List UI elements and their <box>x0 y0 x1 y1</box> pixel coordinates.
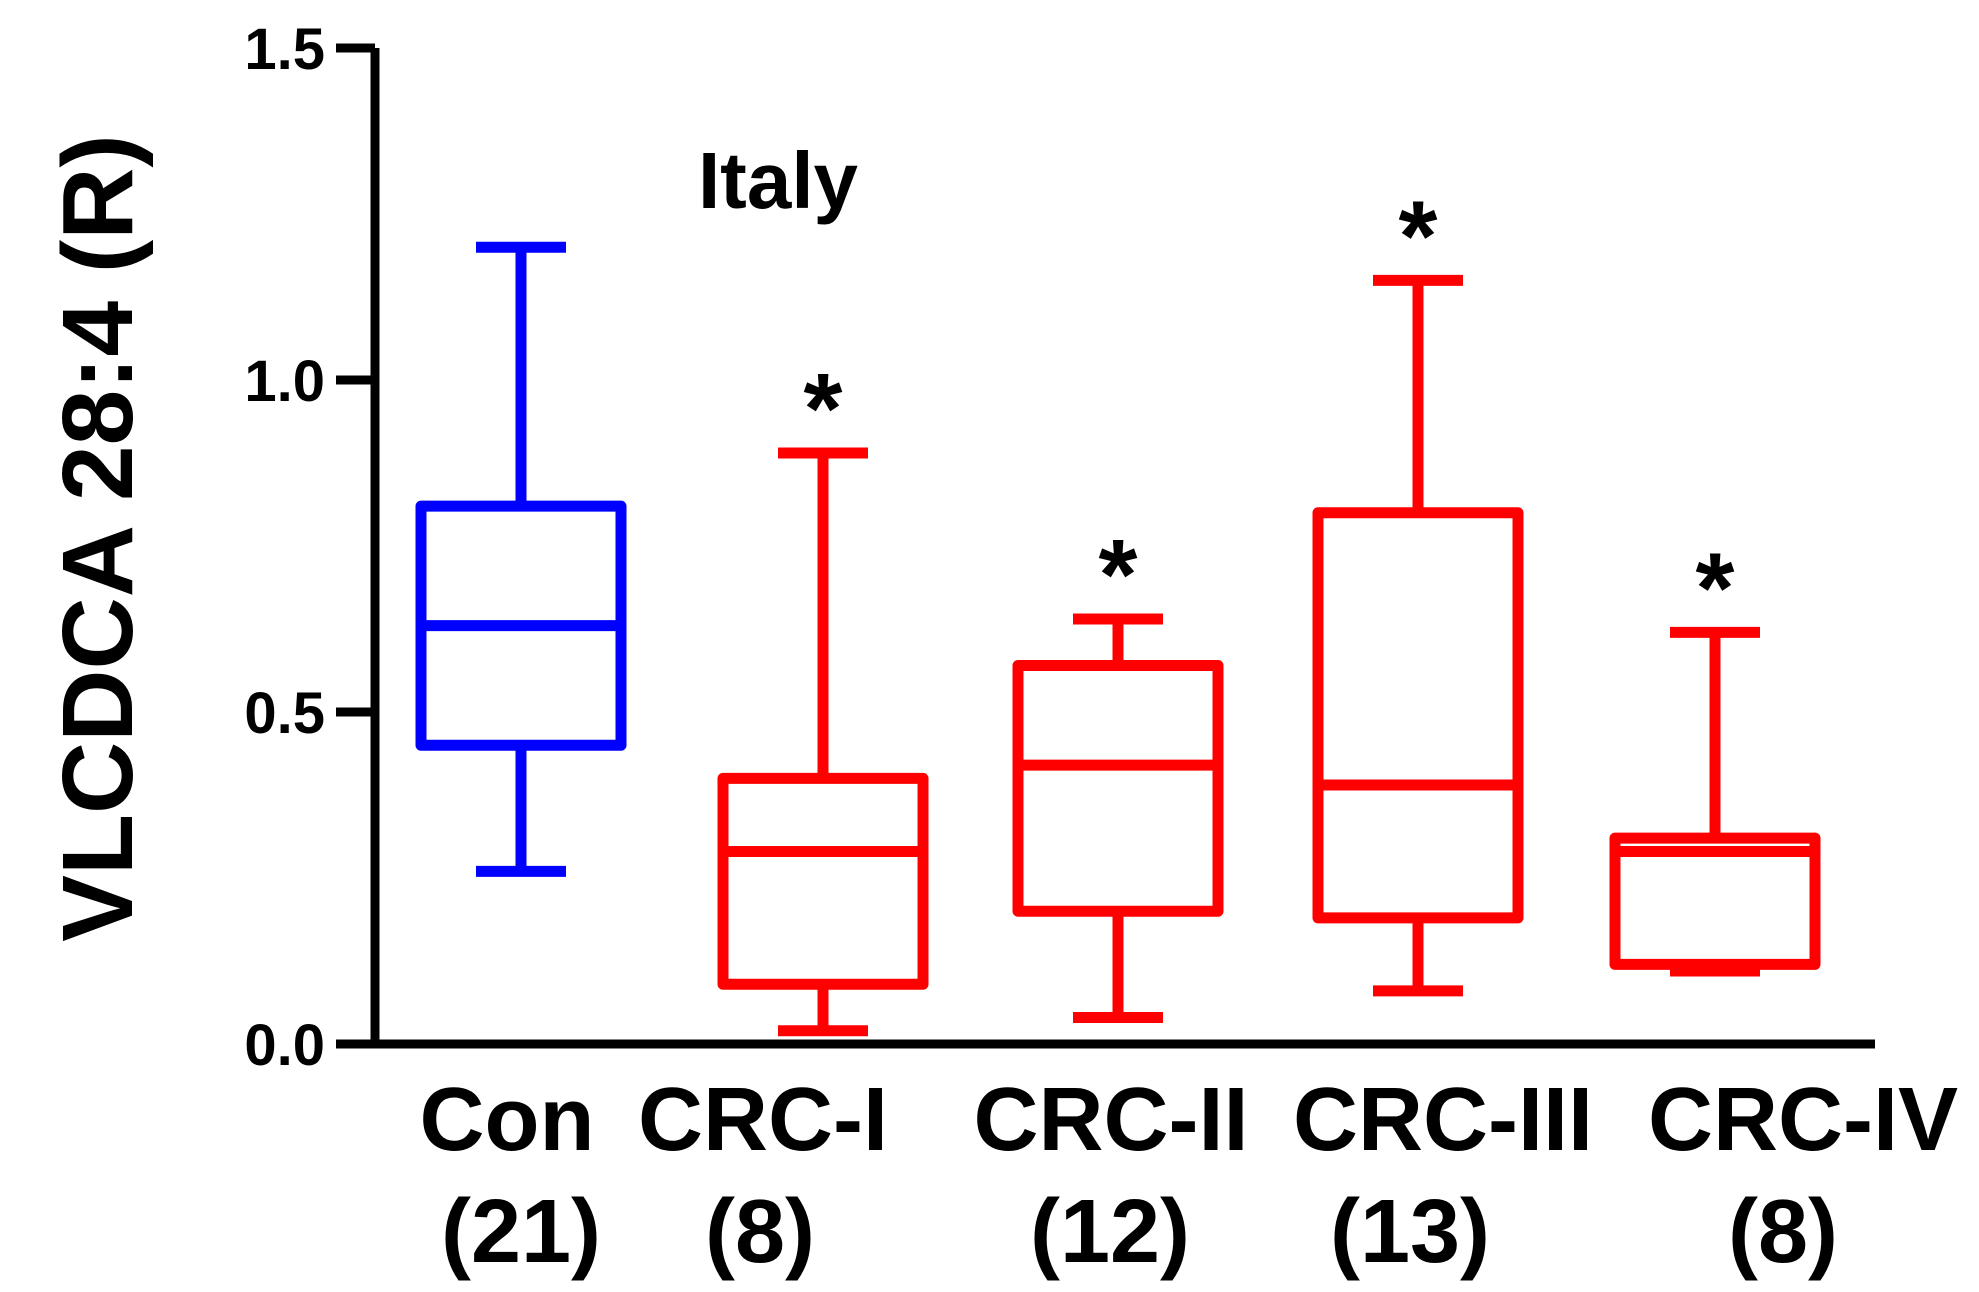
sample-size-label: (21) <box>441 1182 601 1282</box>
boxes: * * * * <box>415 180 1821 1037</box>
sample-size-label: (8) <box>705 1182 815 1282</box>
y-tick-label: 1.0 <box>244 349 325 414</box>
category-label: CRC-II <box>974 1070 1249 1170</box>
iqr-box <box>1012 660 1224 917</box>
significance-star: * <box>804 353 843 465</box>
y-tick-label: 0.5 <box>244 681 325 746</box>
iqr-box <box>1312 507 1524 924</box>
sample-size-label: (12) <box>1030 1182 1190 1282</box>
sample-size-label: (8) <box>1728 1182 1838 1282</box>
category-label: CRC-III <box>1293 1070 1593 1170</box>
box-crc-iii: * <box>1312 180 1524 997</box>
category-label: CRC-I <box>638 1070 888 1170</box>
sample-size-label: (13) <box>1330 1182 1490 1282</box>
category-label: CRC-IV <box>1648 1070 1958 1170</box>
x-axis-labels: Con (21) CRC-I (8) CRC-II (12) CRC-III (13) CRC-… <box>420 1070 1958 1282</box>
y-tick-label: 0.0 <box>244 1013 325 1078</box>
panel-title: Italy <box>698 136 859 225</box>
y-tick-label: 1.5 <box>244 17 325 82</box>
significance-star: * <box>1696 532 1735 644</box>
significance-star: * <box>1099 519 1138 631</box>
category-label: Con <box>420 1070 595 1170</box>
significance-star: * <box>1399 180 1438 292</box>
iqr-box <box>1609 832 1821 970</box>
y-axis-ticks: 0.0 0.5 1.0 1.5 <box>244 17 375 1078</box>
y-axis-title: VLCDCA 28:4 (R) <box>42 134 154 941</box>
box-crc-ii: * <box>1012 519 1224 1023</box>
box-crc-i: * <box>717 353 929 1037</box>
box-crc-iv: * <box>1609 532 1821 977</box>
box-con <box>415 241 627 877</box>
iqr-box <box>717 772 929 990</box>
